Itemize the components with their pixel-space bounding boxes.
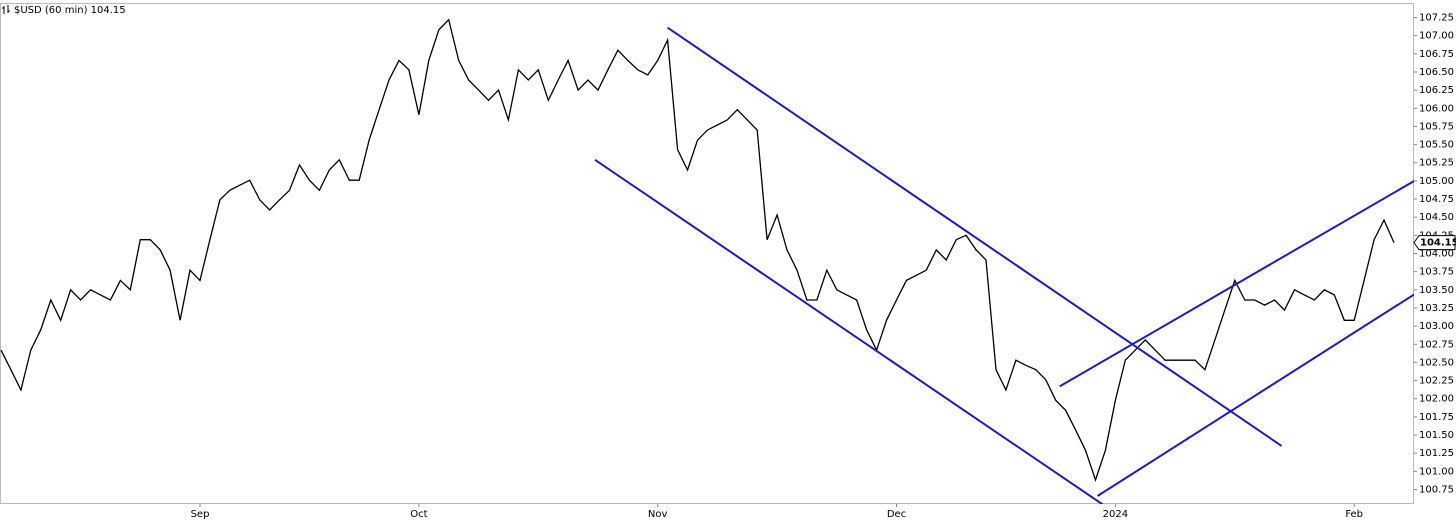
y-tick-label: 101.50: [1419, 430, 1454, 441]
trendline: [1059, 179, 1414, 388]
x-tick-label: 2024: [1103, 509, 1128, 520]
x-tick-label: Oct: [410, 509, 427, 520]
y-tick-label: 104.50: [1419, 212, 1454, 223]
y-tick-label: 101.00: [1419, 466, 1454, 477]
x-tick-label: Sep: [191, 509, 210, 520]
trendline: [594, 159, 1104, 504]
y-tick-label: 105.25: [1419, 158, 1454, 169]
y-tick-label: 103.75: [1419, 267, 1454, 278]
y-tick-label: 102.50: [1419, 357, 1454, 368]
title-icon: [2, 5, 10, 14]
y-tick-label: 100.75: [1419, 484, 1454, 495]
trendline: [667, 26, 1283, 447]
y-tick-label: 105.75: [1419, 121, 1454, 132]
price-line: [0, 18, 1395, 483]
y-tick-label: 102.00: [1419, 394, 1454, 405]
y-tick-label: 105.50: [1419, 140, 1454, 151]
y-tick-label: 106.75: [1419, 49, 1454, 60]
y-tick-label: 103.50: [1419, 285, 1454, 296]
last-price-marker: [1413, 235, 1456, 251]
y-tick-label: 104.00: [1419, 249, 1454, 260]
trendline: [1096, 293, 1414, 497]
x-tick-label: Nov: [648, 509, 668, 520]
y-tick-label: 107.00: [1419, 31, 1454, 42]
y-tick-label: 106.00: [1419, 103, 1454, 114]
y-tick-label: 103.25: [1419, 303, 1454, 314]
y-tick-label: 102.75: [1419, 339, 1454, 350]
plot-area: [0, 18, 1414, 504]
x-tick-label: Feb: [1345, 509, 1363, 520]
y-tick-label: 107.25: [1419, 13, 1454, 24]
y-tick-label: 106.50: [1419, 67, 1454, 78]
chart-title: $USD (60 min) 104.15: [14, 5, 126, 16]
plot-frame: [0, 3, 1414, 504]
y-tick-label: 105.00: [1419, 176, 1454, 187]
y-tick-label: 102.25: [1419, 376, 1454, 387]
y-tick-label: 103.00: [1419, 321, 1454, 332]
y-tick-label: 106.25: [1419, 85, 1454, 96]
x-tick-label: Dec: [887, 509, 906, 520]
y-tick-label: 104.75: [1419, 194, 1454, 205]
y-tick-label: 101.75: [1419, 412, 1454, 423]
y-tick-label: 101.25: [1419, 448, 1454, 459]
last-price-label: 104.15: [1420, 238, 1456, 249]
